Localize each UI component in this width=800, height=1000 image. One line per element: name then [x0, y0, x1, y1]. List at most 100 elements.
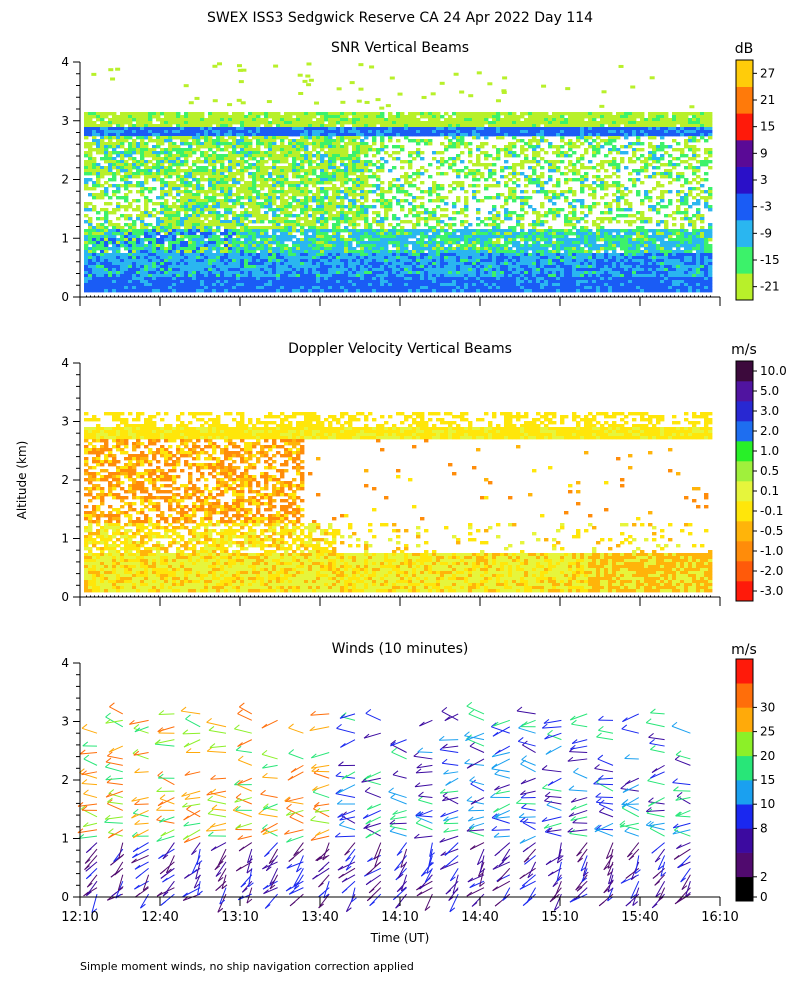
snr-cell	[420, 112, 425, 116]
snr-cell	[252, 226, 257, 230]
snr-cell	[320, 121, 325, 125]
snr-cell	[400, 187, 405, 191]
snr-cell	[648, 127, 653, 131]
snr-cell	[576, 247, 581, 251]
snr-cell	[444, 223, 449, 227]
snr-cell	[236, 235, 241, 239]
snr-cell	[592, 187, 597, 191]
snr-cell	[120, 142, 125, 146]
snr-cell	[164, 214, 169, 218]
snr-cell	[312, 154, 317, 158]
snr-cell	[224, 247, 229, 251]
snr-cell	[644, 217, 649, 221]
snr-cell	[552, 133, 557, 137]
snr-cell	[676, 133, 681, 137]
snr-cell	[264, 178, 269, 182]
snr-cell	[556, 247, 561, 251]
snr-cell	[692, 166, 697, 170]
snr-cell	[84, 247, 89, 251]
snr-cell	[472, 235, 477, 239]
snr-cell	[520, 139, 525, 143]
snr-cell	[312, 112, 317, 116]
snr-cell	[668, 235, 673, 239]
snr-cell	[348, 139, 353, 143]
snr-cell	[436, 247, 441, 251]
snr-cell	[224, 214, 229, 218]
snr-cell	[244, 160, 249, 164]
snr-cell	[648, 244, 653, 248]
snr-cell	[304, 154, 309, 158]
snr-cell	[228, 205, 233, 209]
snr-cell	[652, 136, 657, 140]
snr-cell	[352, 139, 357, 143]
snr-cell	[296, 133, 301, 137]
snr-cell	[676, 199, 681, 203]
snr-cell	[92, 226, 97, 230]
snr-cell	[84, 208, 89, 212]
snr-cell	[656, 211, 661, 215]
snr-cell	[128, 235, 133, 239]
snr-cell	[676, 112, 681, 116]
snr-cell	[132, 247, 137, 251]
snr-cell	[152, 208, 157, 212]
snr-cell	[360, 118, 365, 122]
snr-cell	[212, 157, 217, 161]
snr-cell	[244, 142, 249, 146]
snr-cell	[612, 163, 617, 167]
snr-cell	[112, 184, 117, 188]
snr-cell	[252, 127, 257, 131]
snr-cell	[428, 241, 433, 245]
snr-cell	[684, 115, 689, 119]
snr-cell	[216, 247, 221, 251]
snr-cell	[476, 241, 481, 245]
snr-cell	[604, 133, 609, 137]
snr-cell	[200, 154, 205, 158]
snr-cell	[540, 220, 545, 224]
snr-cell	[328, 178, 333, 182]
snr-cell	[608, 184, 613, 188]
snr-cell	[652, 157, 657, 161]
snr-cell	[336, 214, 341, 218]
snr-cell	[640, 220, 645, 224]
snr-cell	[260, 232, 265, 236]
snr-cell	[700, 214, 705, 218]
snr-cell	[584, 232, 589, 236]
snr-cell	[340, 238, 345, 242]
snr-cell	[704, 163, 709, 167]
snr-cell	[292, 220, 297, 224]
snr-cell	[252, 136, 257, 140]
snr-cell	[100, 247, 105, 251]
snr-cell	[192, 136, 197, 140]
snr-cell	[492, 205, 497, 209]
snr-cell	[344, 127, 349, 131]
snr-cell	[452, 121, 457, 125]
snr-cell	[420, 172, 425, 176]
snr-cell	[572, 145, 577, 149]
snr-cell	[560, 154, 565, 158]
snr-cell	[428, 124, 433, 128]
snr-cell	[356, 151, 361, 155]
snr-cell	[416, 196, 421, 200]
snr-cell	[176, 166, 181, 170]
snr-cell	[676, 211, 681, 215]
snr-cell	[180, 190, 185, 194]
snr-cell	[180, 154, 185, 158]
snr-cell	[656, 166, 661, 170]
snr-cell	[144, 181, 149, 185]
snr-cell	[612, 172, 617, 176]
snr-cell	[640, 226, 645, 230]
snr-cell	[252, 178, 257, 182]
snr-cell	[396, 121, 401, 125]
snr-cell	[668, 169, 673, 173]
snr-cell	[120, 157, 125, 161]
snr-cell	[360, 241, 365, 245]
snr-cell	[548, 166, 553, 170]
snr-cell	[640, 232, 645, 236]
snr-cell	[352, 235, 357, 239]
snr-cell	[440, 151, 445, 155]
snr-cell	[304, 115, 309, 119]
snr-cell	[100, 175, 105, 179]
snr-cell	[648, 130, 653, 134]
snr-cell	[360, 169, 365, 173]
snr-cell	[488, 241, 493, 245]
